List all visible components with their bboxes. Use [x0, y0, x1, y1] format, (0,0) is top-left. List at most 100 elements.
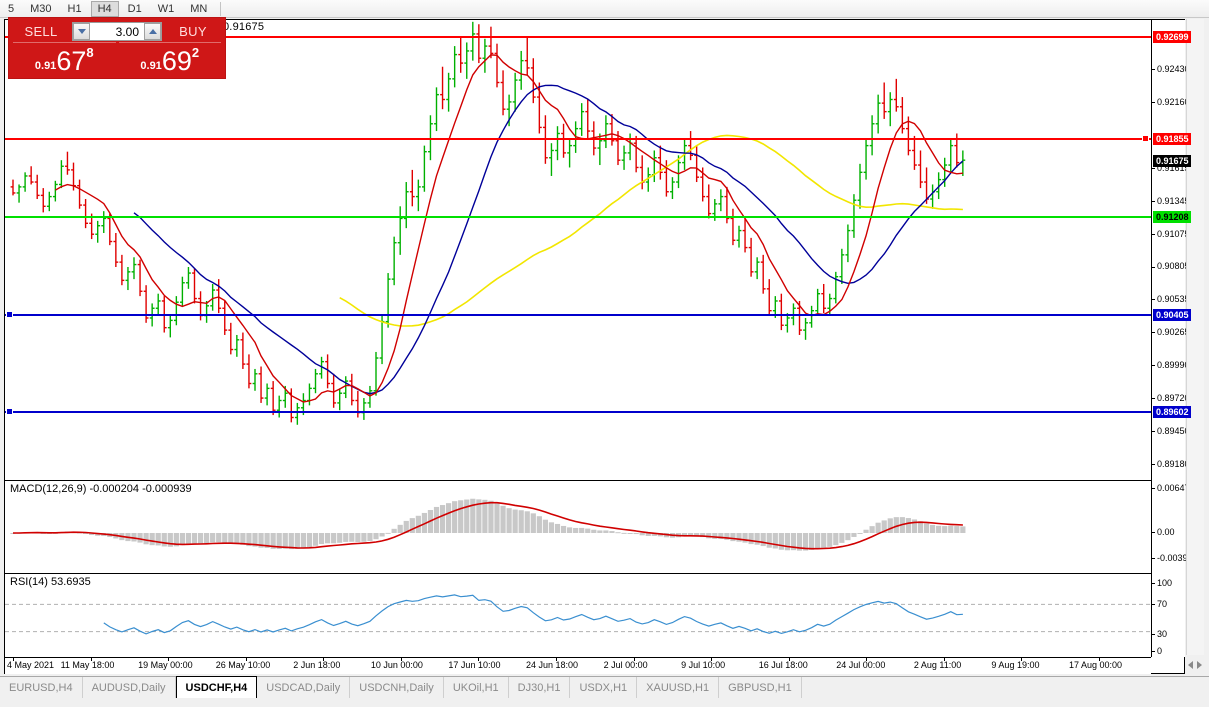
price-pane[interactable]: [5, 20, 1151, 480]
rsi-tick-70: 70: [1152, 599, 1167, 609]
time-label: 16 Jul 18:00: [758, 660, 808, 670]
chart-tab-bar[interactable]: EURUSD,H4 AUDUSD,Daily USDCHF,H4 USDCAD,Dai…: [0, 676, 1209, 698]
sell-button[interactable]: 0.91 67 8: [13, 42, 116, 75]
level-line-0.91855[interactable]: [5, 137, 1151, 140]
price-tag-0.89602[interactable]: 0.89602: [1153, 406, 1191, 419]
sell-price-main: 67: [56, 46, 87, 76]
level-line-0.91208[interactable]: [5, 216, 1151, 219]
time-tick: [943, 658, 945, 661]
timeframe-button-w1[interactable]: W1: [157, 2, 175, 15]
time-tick: [1099, 658, 1100, 661]
price-tick-0.89450: 0.89450: [1152, 426, 1190, 436]
chart-tab-xauusd-h1[interactable]: XAUUSD,H1: [637, 677, 720, 698]
price-tag-0.92699[interactable]: 0.92699: [1153, 30, 1191, 43]
volume-input[interactable]: 3.00: [115, 24, 139, 39]
chart-tab-eurusd-h4[interactable]: EURUSD,H4: [0, 677, 83, 698]
horizontal-scroll-arrows[interactable]: [1186, 655, 1204, 674]
volume-stepper[interactable]: 3.00: [72, 22, 162, 41]
sell-label[interactable]: SELL: [24, 24, 58, 39]
status-bar: [0, 698, 1209, 707]
chart-tab-gbpusd-h1[interactable]: GBPUSD,H1: [719, 677, 802, 698]
chart-tab-usdchf-h4[interactable]: USDCHF,H4: [175, 676, 258, 698]
price-tick-0.89180: 0.89180: [1152, 459, 1190, 469]
price-tick-0.90535: 0.90535: [1152, 294, 1190, 304]
price-scale[interactable]: 0.92430 0.92160 0.91615 0.91345 0.91075 0.908…: [1151, 20, 1198, 657]
chart-tab-usdcad-daily[interactable]: USDCAD,Daily: [257, 677, 351, 698]
level-line-0.89602[interactable]: [5, 411, 1151, 414]
sell-price-pipette: 8: [86, 45, 94, 60]
time-tick: [633, 658, 635, 661]
chart-tab-usdcnh-daily[interactable]: USDCNH,Daily: [350, 677, 444, 698]
timeframe-button-d1[interactable]: D1: [127, 2, 142, 15]
level-line-0.90405[interactable]: [5, 313, 1151, 316]
macd-plot: [10, 498, 966, 551]
price-tick-0.91345: 0.91345: [1152, 196, 1190, 206]
time-tick: [1021, 658, 1023, 661]
macd-pane[interactable]: MACD(12,26,9) -0.000204 -0.000939: [5, 480, 1151, 573]
chart-tab-dj30-h1[interactable]: DJ30,H1: [509, 677, 571, 698]
time-tick: [711, 658, 713, 661]
macd-label: MACD(12,26,9) -0.000204 -0.000939: [10, 483, 192, 495]
price-tick-0.92160: 0.92160: [1152, 97, 1190, 107]
level-handle-0.89602[interactable]: [6, 408, 13, 416]
time-tick: [788, 658, 790, 661]
scroll-left-icon[interactable]: [1188, 660, 1193, 669]
timeframe-button-5[interactable]: 5: [8, 2, 15, 15]
time-label: 17 Jun 10:00: [448, 660, 501, 670]
macd-tick-high: 0.00647: [1152, 483, 1190, 493]
level-handle-0.91855[interactable]: [1142, 134, 1149, 142]
toolbar-separator: [220, 1, 222, 16]
price-tag-0.91855[interactable]: 0.91855: [1153, 132, 1191, 145]
trade-panel-header: SELL 3.00 BUY: [9, 18, 225, 42]
tab-bar-empty: [802, 677, 1209, 698]
rsi-tick-100: 100: [1152, 578, 1172, 588]
chart-tab-audusd-daily[interactable]: AUDUSD,Daily: [83, 677, 176, 698]
price-tag-0.91675[interactable]: 0.91675: [1153, 154, 1191, 167]
price-tick-0.91075: 0.91075: [1152, 229, 1190, 239]
volume-increase-button[interactable]: [144, 23, 161, 40]
rsi-label: RSI(14) 53.6935: [10, 576, 91, 588]
rsi-pane[interactable]: RSI(14) 53.6935: [5, 573, 1151, 657]
time-tick: [13, 658, 14, 661]
price-tick-0.89990: 0.89990: [1152, 360, 1190, 370]
time-tick: [323, 658, 325, 661]
time-label: 11 May 18:00: [60, 660, 115, 670]
rsi-tick-30: 30: [1152, 629, 1167, 639]
price-tick-0.92430: 0.92430: [1152, 64, 1190, 74]
macd-tick-zero: 0.00: [1152, 527, 1175, 537]
timeframe-button-m30[interactable]: M30: [30, 2, 52, 15]
time-tick: [168, 658, 170, 661]
price-tick-0.90805: 0.90805: [1152, 261, 1190, 271]
price-tag-0.91208[interactable]: 0.91208: [1153, 211, 1191, 224]
timeframe-button-h4[interactable]: H4: [90, 0, 119, 17]
macd-tick-low: -0.003916: [1152, 553, 1198, 563]
scroll-right-icon[interactable]: [1197, 660, 1202, 669]
timeframe-toolbar: 5 M30 H1 H4 D1 W1 MN: [0, 0, 1209, 18]
time-tick: [478, 658, 480, 661]
time-tick: [556, 658, 557, 661]
time-label: 2 Aug 11:00: [913, 660, 962, 670]
level-handle-0.90405[interactable]: [6, 310, 13, 318]
chart-area[interactable]: USDCHF,H4 0.91681 0.91681 0.91672 0.9167…: [4, 19, 1198, 674]
buy-label[interactable]: BUY: [179, 24, 207, 39]
time-tick: [245, 658, 247, 661]
price-tag-0.90405[interactable]: 0.90405: [1153, 308, 1191, 321]
sell-price-prefix: 0.91: [34, 60, 57, 72]
chart-tab-ukoil-h1[interactable]: UKOil,H1: [444, 677, 509, 698]
volume-decrease-button[interactable]: [73, 23, 90, 40]
level-line-0.92699[interactable]: [5, 35, 1151, 38]
vertical-scrollbar[interactable]: [1186, 19, 1204, 674]
time-label: 17 Aug 00:00: [1069, 660, 1123, 670]
time-label: 2 Jun 18:00: [293, 660, 341, 670]
time-tick: [90, 658, 92, 661]
buy-button[interactable]: 0.91 69 2: [118, 42, 221, 75]
time-label: 9 Aug 19:00: [991, 660, 1040, 670]
timeframe-button-h1[interactable]: H1: [67, 2, 82, 15]
time-scale[interactable]: 4 May 2021 11 May 18:00 19 May 00:00 26 May…: [5, 657, 1151, 674]
buy-price-pipette: 2: [191, 45, 200, 60]
one-click-trading-panel[interactable]: SELL 3.00 BUY 0.91 67 8 0.91 69 2: [8, 17, 226, 79]
timeframe-button-mn[interactable]: MN: [190, 2, 208, 15]
time-label: 4 May 2021: [7, 660, 55, 670]
chart-tab-usdx-h1[interactable]: USDX,H1: [570, 677, 638, 698]
